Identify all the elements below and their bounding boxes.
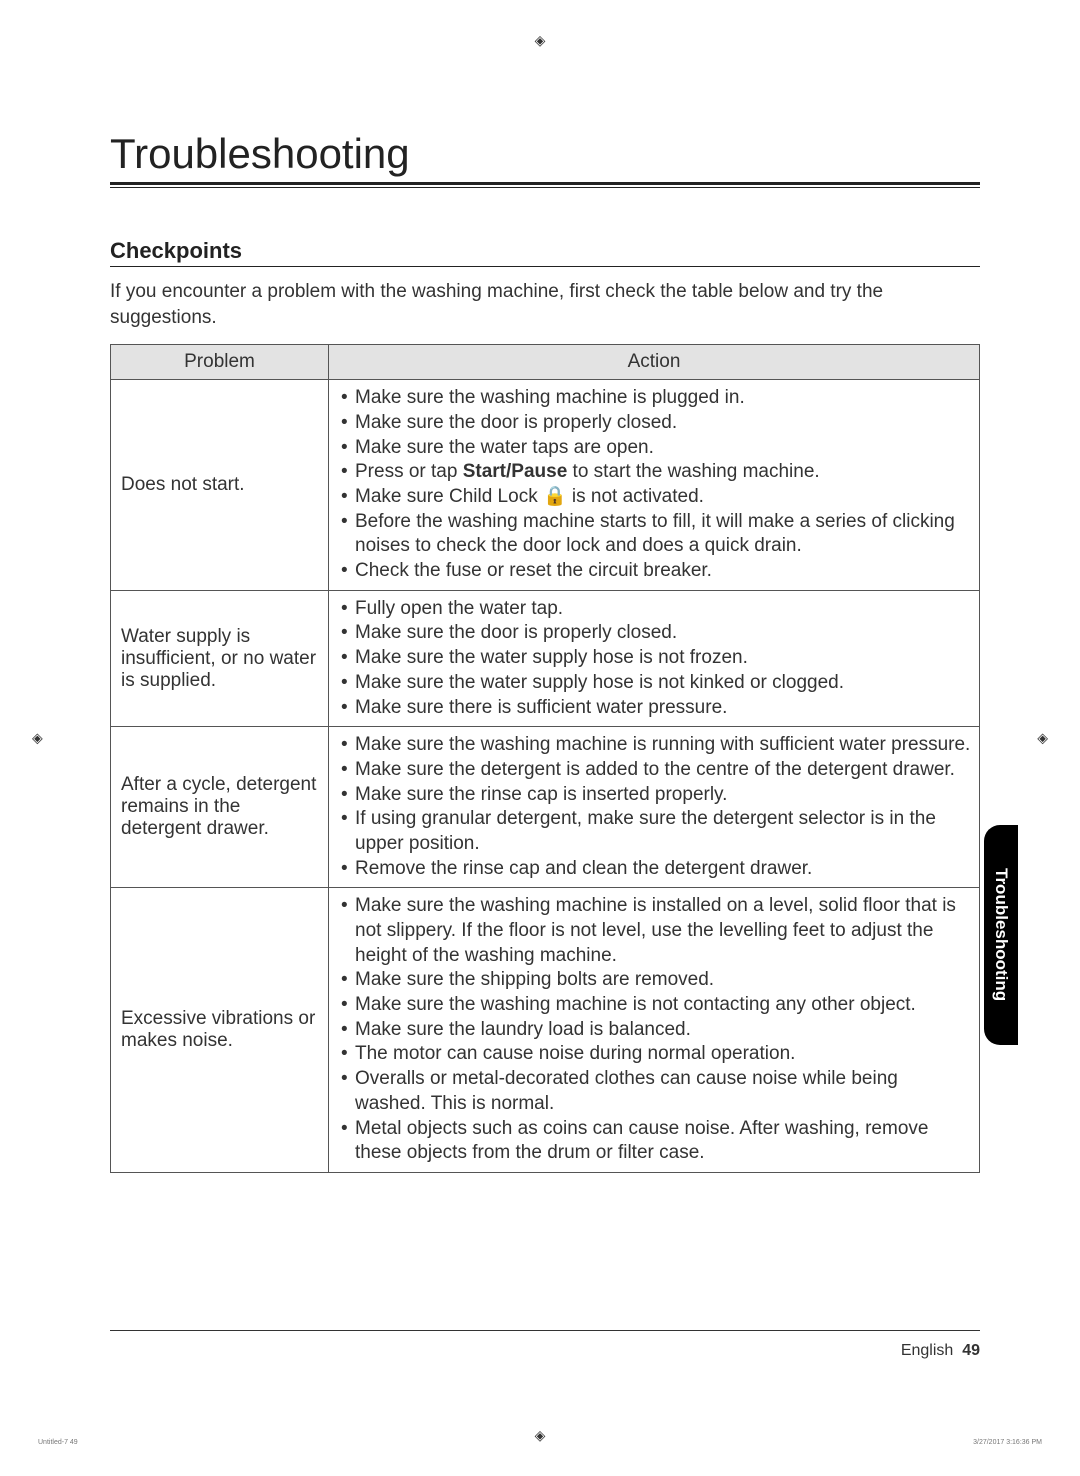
stamp-left: Untitled-7 49 [38, 1439, 78, 1446]
action-list: Make sure the washing machine is running… [335, 733, 971, 881]
section-rule [110, 266, 980, 267]
action-item: Before the washing machine starts to fil… [335, 510, 971, 559]
header-action: Action [329, 345, 980, 380]
action-item: Make sure the water supply hose is not f… [335, 646, 971, 671]
action-item: Make sure the washing machine is install… [335, 894, 971, 968]
action-item: Check the fuse or reset the circuit brea… [335, 559, 971, 584]
action-item: Make sure the washing machine is not con… [335, 993, 971, 1018]
action-item: Metal objects such as coins can cause no… [335, 1117, 971, 1166]
crop-mark-right-icon: ◈ [1037, 730, 1048, 747]
action-item: Make sure there is sufficient water pres… [335, 696, 971, 721]
action-item: Make sure the water supply hose is not k… [335, 671, 971, 696]
stamp-right: 3/27/2017 3:16:36 PM [973, 1439, 1042, 1446]
side-tab: Troubleshooting [984, 825, 1018, 1045]
side-tab-label: Troubleshooting [991, 868, 1011, 1001]
action-item: Fully open the water tap. [335, 597, 971, 622]
problem-cell: Excessive vibrations or makes noise. [111, 888, 329, 1173]
problem-cell: Water supply is insufficient, or no wate… [111, 590, 329, 726]
action-item: Overalls or metal-decorated clothes can … [335, 1067, 971, 1116]
footer-lang: English [901, 1342, 953, 1359]
action-item: The motor can cause noise during normal … [335, 1042, 971, 1067]
action-item: Make sure the rinse cap is inserted prop… [335, 783, 971, 808]
intro-text: If you encounter a problem with the wash… [110, 279, 980, 330]
action-item: Remove the rinse cap and clean the deter… [335, 857, 971, 882]
action-cell: Make sure the washing machine is install… [329, 888, 980, 1173]
action-list: Make sure the washing machine is plugged… [335, 386, 971, 584]
section-title: Checkpoints [110, 238, 980, 264]
header-problem: Problem [111, 345, 329, 380]
action-item: Make sure the washing machine is plugged… [335, 386, 971, 411]
crop-mark-top-icon: ◈ [535, 32, 546, 49]
footer: English 49 [901, 1342, 980, 1360]
troubleshooting-table: Problem Action Does not start.Make sure … [110, 344, 980, 1173]
footer-rule [110, 1330, 980, 1331]
action-cell: Fully open the water tap.Make sure the d… [329, 590, 980, 726]
action-item: Make sure the water taps are open. [335, 436, 971, 461]
page-content: Troubleshooting Checkpoints If you encou… [110, 130, 980, 1173]
action-item: Make sure the shipping bolts are removed… [335, 968, 971, 993]
table-row: Excessive vibrations or makes noise.Make… [111, 888, 980, 1173]
footer-page: 49 [962, 1342, 980, 1359]
crop-mark-bottom-icon: ◈ [535, 1427, 546, 1444]
bold-term: Start/Pause [463, 461, 568, 482]
crop-mark-left-icon: ◈ [32, 730, 43, 747]
action-list: Make sure the washing machine is install… [335, 894, 971, 1166]
action-list: Fully open the water tap.Make sure the d… [335, 597, 971, 720]
page-title: Troubleshooting [110, 130, 980, 178]
table-row: Water supply is insufficient, or no wate… [111, 590, 980, 726]
action-cell: Make sure the washing machine is running… [329, 727, 980, 888]
action-item: Make sure the washing machine is running… [335, 733, 971, 758]
problem-cell: Does not start. [111, 380, 329, 591]
action-item: Make sure the door is properly closed. [335, 621, 971, 646]
table-row: Does not start.Make sure the washing mac… [111, 380, 980, 591]
title-rule [110, 182, 980, 188]
action-cell: Make sure the washing machine is plugged… [329, 380, 980, 591]
problem-cell: After a cycle, detergent remains in the … [111, 727, 329, 888]
action-item: Make sure the door is properly closed. [335, 411, 971, 436]
action-item: Make sure the detergent is added to the … [335, 758, 971, 783]
action-item: Press or tap Start/Pause to start the wa… [335, 460, 971, 485]
action-item: Make sure the laundry load is balanced. [335, 1018, 971, 1043]
action-item: Make sure Child Lock 🔒 is not activated. [335, 485, 971, 510]
action-item: If using granular detergent, make sure t… [335, 807, 971, 856]
table-row: After a cycle, detergent remains in the … [111, 727, 980, 888]
